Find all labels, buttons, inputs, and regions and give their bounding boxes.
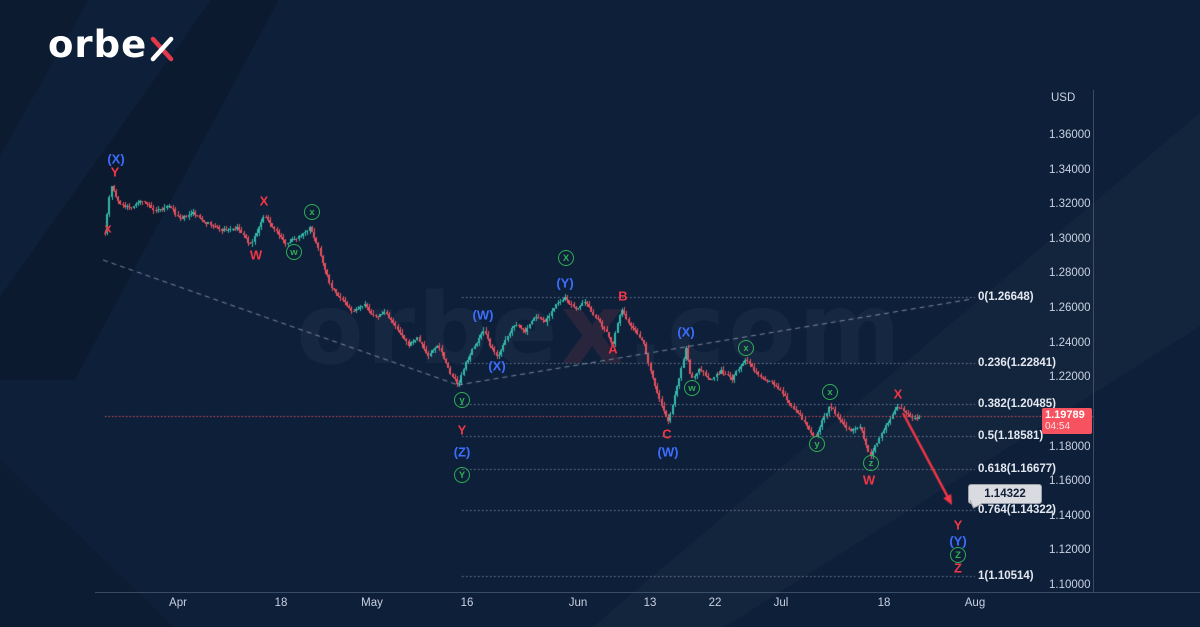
- wave-label-red: x: [104, 220, 112, 236]
- wave-label-blue: (W): [472, 307, 494, 323]
- wave-label-green-circled: Z: [950, 547, 966, 563]
- price-axis-tick: 1.22000: [1049, 371, 1091, 384]
- time-axis-tick: 13: [643, 597, 657, 609]
- wave-label-red: B: [618, 288, 628, 304]
- wave-label-green-circled: Y: [454, 467, 470, 483]
- time-axis-tick: 22: [708, 597, 722, 609]
- price-axis-tick: 1.14000: [1049, 509, 1091, 522]
- time-axis-tick: May: [361, 597, 383, 609]
- wave-label-red: W: [249, 247, 263, 263]
- wave-label-blue: (Y): [949, 533, 967, 549]
- wave-label-green-circled: z: [863, 455, 879, 471]
- target-price-value: 1.14322: [984, 488, 1026, 500]
- fib-level-label: 0.618(1.16677): [978, 463, 1057, 476]
- wave-label-red: W: [862, 472, 876, 488]
- price-axis-tick: 1.18000: [1049, 440, 1091, 453]
- time-axis-tick: 16: [460, 597, 474, 609]
- wave-label-green-circled: w: [286, 244, 302, 260]
- wave-label-blue: (W): [657, 444, 679, 460]
- wave-label-green-circled: y: [809, 436, 825, 452]
- price-axis-tick: 1.10000: [1049, 579, 1091, 591]
- time-axis-tick: Aug: [964, 597, 986, 609]
- time-axis-separator: [95, 592, 1200, 593]
- wave-label-green-circled: y: [454, 392, 470, 408]
- price-axis-tick: 1.16000: [1049, 475, 1091, 488]
- current-price-badge[interactable]: 1.19789 04:54: [1042, 408, 1092, 434]
- wave-label-red: C: [662, 426, 672, 442]
- logo-x-icon: [150, 36, 174, 62]
- wave-label-blue: (X): [677, 324, 695, 340]
- fib-level-label: 1(1.10514): [978, 570, 1034, 583]
- wave-label-blue: (X): [107, 151, 125, 167]
- wave-label-blue: (Y): [556, 275, 574, 291]
- price-axis-tick: 1.12000: [1049, 544, 1091, 557]
- wave-label-red: Z: [954, 560, 962, 576]
- wave-label-red: X: [259, 193, 269, 209]
- wave-label-green-circled: x: [822, 384, 838, 400]
- price-axis-tick: 1.28000: [1049, 267, 1091, 280]
- time-axis-tick: Apr: [169, 597, 187, 609]
- price-axis-tick: 1.32000: [1049, 198, 1091, 211]
- time-axis-tick: Jun: [568, 597, 588, 609]
- price-axis-tick: 1.36000: [1049, 129, 1091, 141]
- fib-level-label: 0(1.26648): [978, 290, 1034, 303]
- wave-label-green-circled: X: [558, 250, 574, 266]
- fib-level-label: 0.5(1.18581): [978, 430, 1044, 443]
- wave-label-red: Y: [953, 517, 963, 533]
- time-axis-tick: 18: [274, 597, 288, 609]
- time-axis-tick: Jul: [773, 597, 789, 609]
- fib-level-label: 0.764(1.14322): [978, 504, 1057, 517]
- candle-countdown: 04:54: [1045, 421, 1071, 432]
- wave-label-blue: (X): [488, 358, 506, 374]
- current-price-value: 1.19789: [1045, 409, 1085, 421]
- wave-label-red: A: [608, 341, 618, 357]
- price-axis-separator: [1093, 90, 1094, 592]
- price-axis-tick: 1.34000: [1049, 163, 1091, 176]
- wave-label-green-circled: w: [684, 380, 700, 396]
- price-axis-tick: 1.26000: [1049, 302, 1091, 315]
- wave-label-green-circled: x: [304, 204, 320, 220]
- wave-label-red: X: [893, 386, 903, 402]
- price-axis-tick: 1.24000: [1049, 336, 1091, 349]
- fib-level-label: 0.236(1.22841): [978, 356, 1057, 369]
- target-price-tooltip: 1.14322: [968, 484, 1042, 504]
- price-axis-tick: 1.30000: [1049, 232, 1091, 245]
- wave-label-red: Y: [110, 164, 120, 180]
- wave-label-red: Y: [457, 422, 467, 438]
- time-axis-tick: 18: [877, 597, 891, 609]
- wave-label-blue: (Z): [453, 444, 471, 460]
- orbex-logo: orbe: [48, 26, 175, 63]
- logo-text: orbe: [48, 23, 148, 66]
- fib-level-label: 0.382(1.20485): [978, 397, 1057, 410]
- wave-label-green-circled: x: [738, 340, 754, 356]
